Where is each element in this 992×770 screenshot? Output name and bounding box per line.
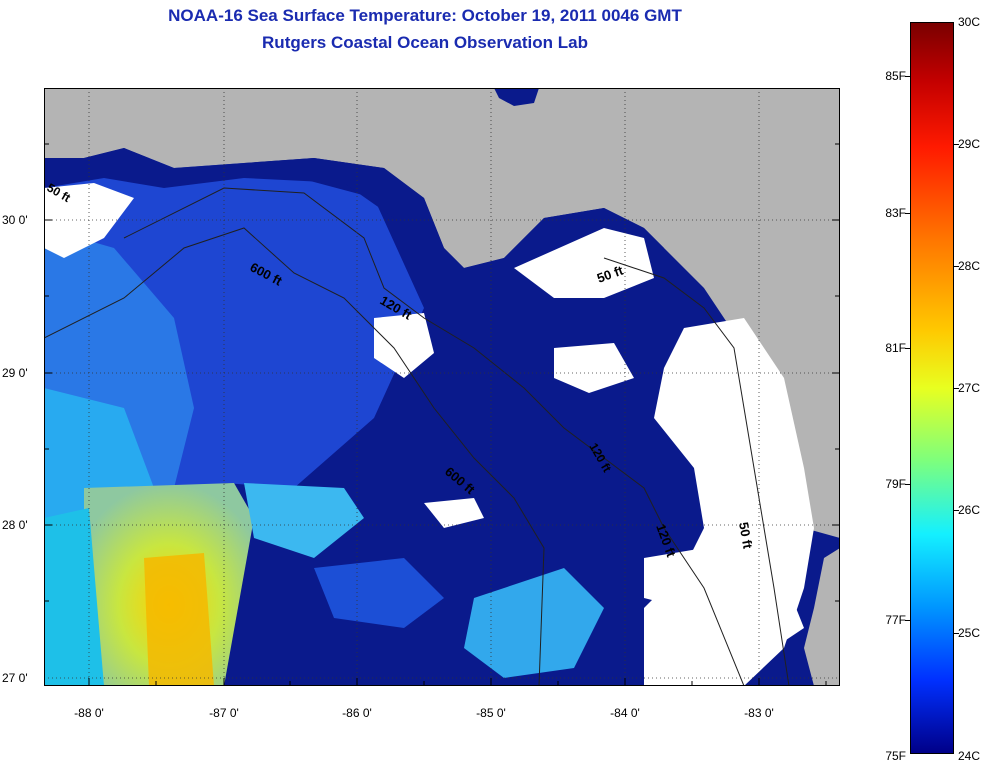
colorbar-celsius-label: 28C [958, 259, 981, 273]
coastal-water [44, 148, 664, 298]
longitude-tick-label: -87 0' [209, 706, 239, 720]
colorbar-fahrenheit-label: 79F [885, 477, 906, 491]
sst-warm-core [144, 553, 214, 686]
sst-map: 600 ft 120 ft 50 ft 600 ft 120 ft 50 ft … [44, 88, 840, 686]
colorbar-celsius-label: 30C [958, 15, 981, 29]
sst-blue-patch [314, 558, 444, 628]
sst-cyan-patch-center [244, 483, 364, 558]
longitude-tick-label: -83 0' [744, 706, 774, 720]
bay-water [494, 88, 539, 106]
temperature-colorbar [910, 22, 954, 754]
graticule [44, 88, 840, 686]
contour-600ft [44, 227, 545, 686]
colorbar-celsius-label: 27C [958, 381, 981, 395]
colorbar-tick [954, 510, 959, 511]
cloud-patch-2 [554, 343, 634, 393]
land-mass [44, 88, 840, 538]
colorbar-tick [954, 388, 959, 389]
colorbar-fahrenheit-label: 77F [885, 613, 906, 627]
frame-ticks [44, 143, 840, 686]
colorbar-tick [954, 266, 959, 267]
colorbar-fahrenheit-label: 75F [885, 749, 906, 763]
longitude-tick-label: -86 0' [342, 706, 372, 720]
latitude-tick-label: 29 0' [2, 366, 28, 380]
colorbar-tick [905, 76, 910, 77]
colorbar-tick [905, 484, 910, 485]
map-frame [44, 88, 840, 686]
contour-50ft [603, 257, 790, 686]
longitude-tick-label: -85 0' [476, 706, 506, 720]
contour-label: 50 ft [736, 521, 756, 551]
colorbar-celsius-label: 25C [958, 626, 981, 640]
map-title: NOAA-16 Sea Surface Temperature: October… [168, 6, 682, 25]
sst-cyan-patch-south [464, 568, 604, 678]
map-subtitle: Rutgers Coastal Ocean Observation Lab [262, 33, 588, 52]
cloud-patch-3 [424, 498, 484, 528]
colorbar-fahrenheit-label: 81F [885, 341, 906, 355]
latitude-tick-label: 30 0' [2, 213, 28, 227]
latitude-tick-label: 27 0' [2, 671, 28, 685]
colorbar-celsius-label: 29C [958, 137, 981, 151]
cloud-area-northeast [514, 228, 654, 298]
colorbar-tick [905, 213, 910, 214]
cloud-patch-5 [744, 578, 804, 648]
land-south-florida [804, 548, 840, 686]
cloud-patch-4 [644, 548, 724, 608]
colorbar-tick [905, 620, 910, 621]
contour-120ft [123, 187, 745, 686]
colorbar-celsius-label: 24C [958, 749, 981, 763]
colorbar-fahrenheit-label: 85F [885, 69, 906, 83]
latitude-tick-label: 28 0' [2, 518, 28, 532]
colorbar-tick [954, 633, 959, 634]
colorbar-celsius-label: 26C [958, 503, 981, 517]
longitude-tick-label: -88 0' [74, 706, 104, 720]
colorbar-tick [905, 348, 910, 349]
colorbar-fahrenheit-label: 83F [885, 206, 906, 220]
longitude-tick-label: -84 0' [610, 706, 640, 720]
cloud-patch-1 [374, 313, 434, 378]
colorbar-tick [954, 144, 959, 145]
